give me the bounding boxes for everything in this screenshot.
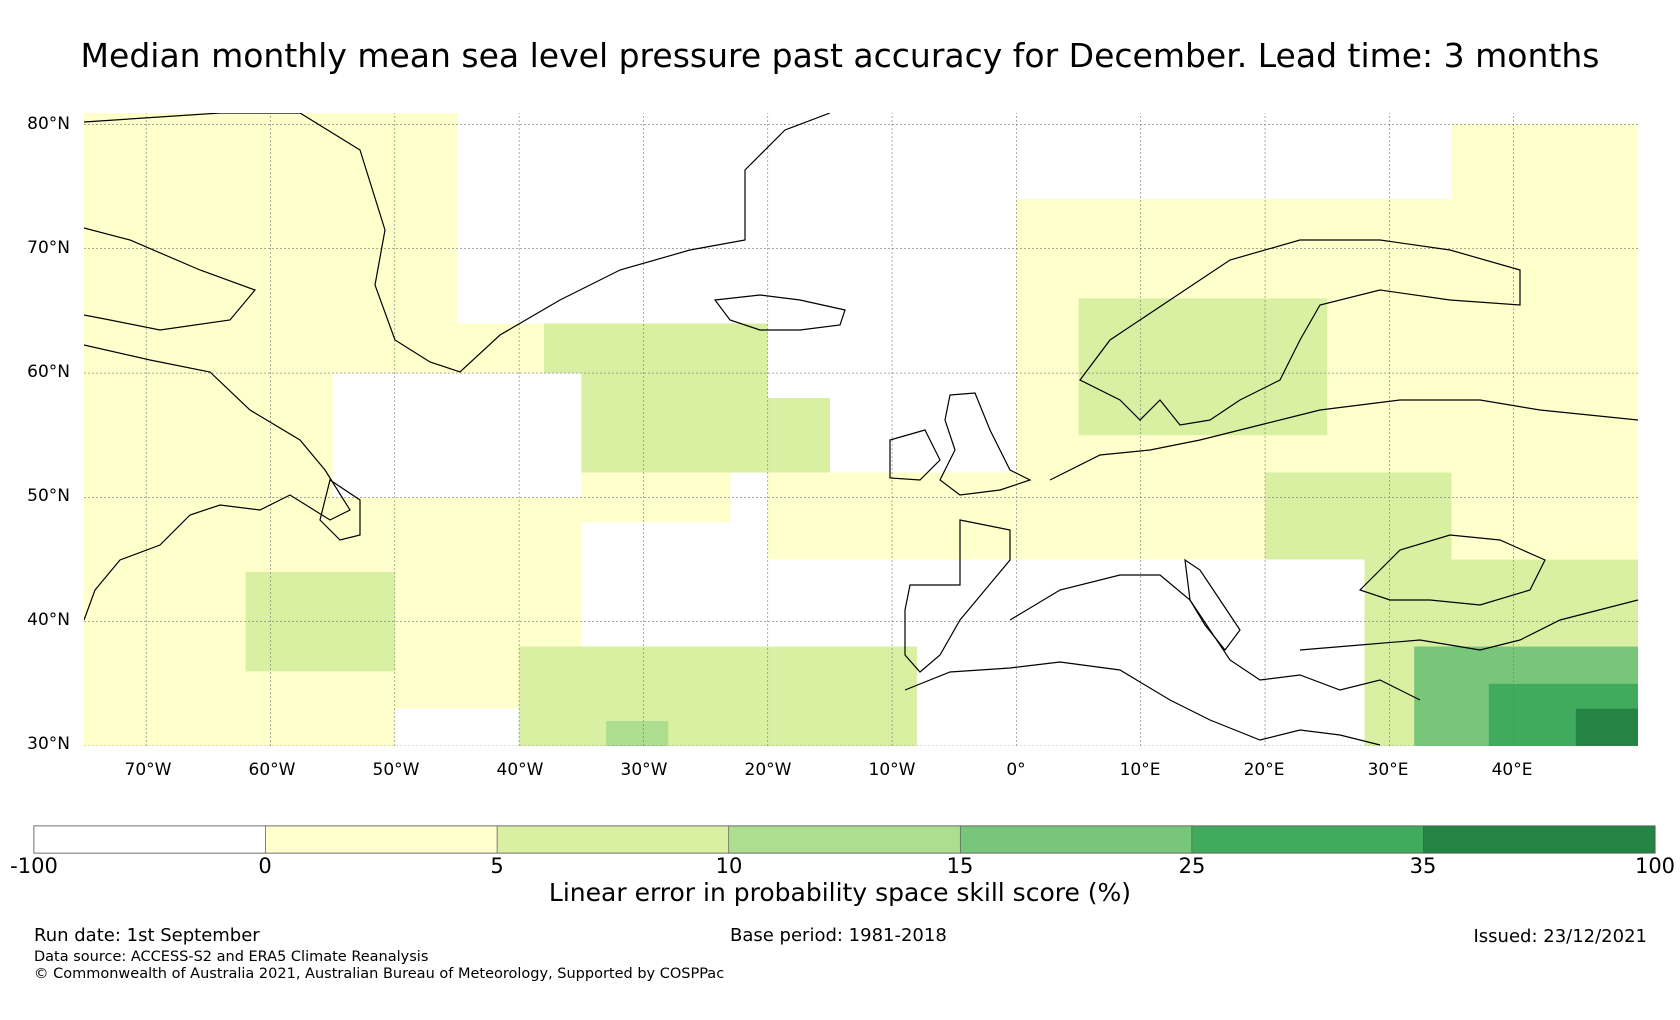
iceland-coast: [713, 294, 846, 331]
colorbar-bin-0: [33, 825, 266, 854]
lon-tick-40w: 40°W: [496, 760, 544, 780]
data-source: Data source: ACCESS-S2 and ERA5 Climate …: [34, 949, 429, 965]
colorbar-bins: [33, 825, 1656, 854]
lat-tick-30n: 30°N: [27, 734, 70, 754]
colorbar-tick-minus100: -100: [10, 854, 58, 878]
newfoundland-coast: [319, 479, 361, 541]
mediterranean-north-coast: [1009, 574, 1421, 701]
lon-tick-0: 0°: [1006, 760, 1026, 780]
colorbar-bin-6: [1423, 825, 1656, 854]
map-title: Median monthly mean sea level pressure p…: [80, 36, 1600, 75]
lat-tick-70n: 70°N: [27, 238, 70, 258]
heat-region-11: [1078, 298, 1328, 436]
baffin-coast: [84, 227, 257, 331]
colorbar: [33, 825, 1656, 854]
lon-tick-70w: 70°W: [124, 760, 172, 780]
great-britain-coast: [939, 392, 1032, 496]
scandinavia-coast: [1079, 239, 1521, 426]
heat-region-21: [332, 373, 582, 498]
heat-region-7: [606, 721, 669, 746]
greenland-coast: [84, 113, 831, 373]
lat-tick-80n: 80°N: [27, 114, 70, 134]
heat-region-6: [519, 646, 955, 746]
lon-tick-20w: 20°W: [744, 760, 792, 780]
lon-tick-10e: 10°E: [1119, 760, 1161, 780]
lon-tick-40e: 40°E: [1491, 760, 1533, 780]
heat-region-17: [1451, 124, 1638, 560]
colorbar-bin-2: [496, 825, 730, 854]
colorbar-bin-5: [1191, 825, 1424, 854]
lon-tick-30w: 30°W: [620, 760, 668, 780]
heat-region-16: [1575, 708, 1638, 746]
italy-coast: [1184, 558, 1241, 651]
black-sea-coast: [1358, 534, 1546, 606]
north-africa-coast: [904, 661, 1381, 746]
colorbar-tick-25: 25: [1178, 854, 1206, 878]
colorbar-bin-3: [728, 825, 961, 854]
copyright: © Commonwealth of Australia 2021, Austra…: [34, 966, 725, 982]
lon-tick-60w: 60°W: [248, 760, 296, 780]
colorbar-label: Linear error in probability space skill …: [548, 878, 1132, 907]
base-period: Base period: 1981-2018: [730, 925, 947, 946]
colorbar-tick-0: 0: [258, 854, 272, 878]
lon-tick-20e: 20°E: [1243, 760, 1285, 780]
heat-region-19: [456, 113, 768, 324]
gridlines: [84, 113, 1638, 746]
labrador-coast: [84, 344, 351, 621]
run-date: Run date: 1st September: [34, 925, 260, 946]
lon-tick-50w: 50°W: [372, 760, 420, 780]
colorbar-tick-100: 100: [1634, 854, 1676, 878]
colorbar-tick-10: 10: [715, 854, 743, 878]
skill-heatmap-layer: [84, 113, 1638, 746]
iberia-coast: [904, 519, 1011, 673]
colorbar-tick-5: 5: [490, 854, 504, 878]
colorbar-bin-1: [265, 825, 498, 854]
anatolia-coast: [1299, 599, 1638, 651]
colorbar-tick-15: 15: [946, 854, 974, 878]
colorbar-tick-35: 35: [1409, 854, 1437, 878]
ireland-coast: [889, 429, 941, 481]
lat-tick-60n: 60°N: [27, 362, 70, 382]
lat-tick-40n: 40°N: [27, 610, 70, 630]
lon-tick-30e: 30°E: [1367, 760, 1409, 780]
heat-region-20: [767, 113, 1017, 398]
coastlines: [84, 113, 1638, 746]
issued-date: Issued: 23/12/2021: [1473, 926, 1647, 947]
lat-tick-50n: 50°N: [27, 486, 70, 506]
heat-region-5: [581, 397, 830, 473]
lon-tick-10w: 10°W: [868, 760, 916, 780]
colorbar-bin-4: [959, 825, 1193, 854]
western-europe-coast: [1049, 399, 1638, 481]
